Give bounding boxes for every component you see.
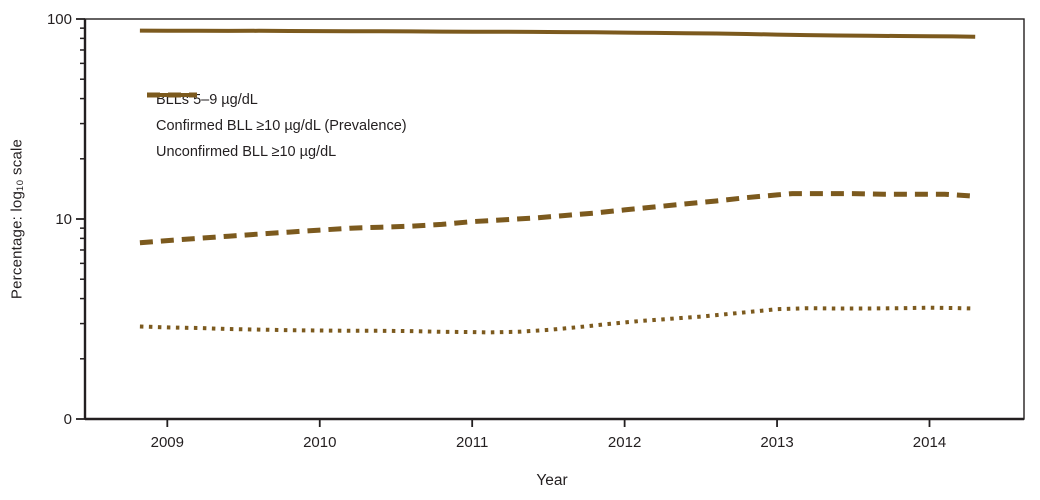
plot-border: [84, 18, 1025, 420]
y-tick-label: 10: [55, 211, 72, 228]
legend-item: Confirmed BLL ≥10 µg/dL (Prevalence): [147, 92, 407, 135]
y-tick-label: 0: [64, 411, 72, 428]
series-line-dotted: [139, 305, 976, 335]
x-tick-label: 2014: [913, 434, 946, 451]
legend-item: Unconfirmed BLL ≥10 µg/dL: [147, 93, 407, 161]
series-line-dashed: [139, 191, 976, 246]
y-tick-label: 100: [47, 11, 72, 28]
legend-label: Confirmed BLL ≥10 µg/dL (Prevalence): [156, 118, 407, 134]
x-axis-title: Year: [536, 472, 568, 489]
x-tick-label: 2009: [151, 434, 184, 451]
x-tick-label: 2010: [303, 434, 336, 451]
legend-label: Unconfirmed BLL ≥10 µg/dL: [156, 144, 337, 160]
x-tick-label: 2012: [608, 434, 641, 451]
legend: BLLs 5–9 µg/dL Confirmed BLL ≥10 µg/dL (P…: [147, 91, 407, 161]
series-line-solid: [139, 28, 976, 39]
y-axis-title: Percentage: log₁₀ scale: [8, 138, 26, 300]
legend-marker-dotted-line: [147, 93, 197, 97]
x-tick-label: 2011: [456, 434, 488, 451]
x-tick-label: 2013: [760, 434, 793, 451]
legend-marker-dashed-line: [147, 92, 197, 98]
